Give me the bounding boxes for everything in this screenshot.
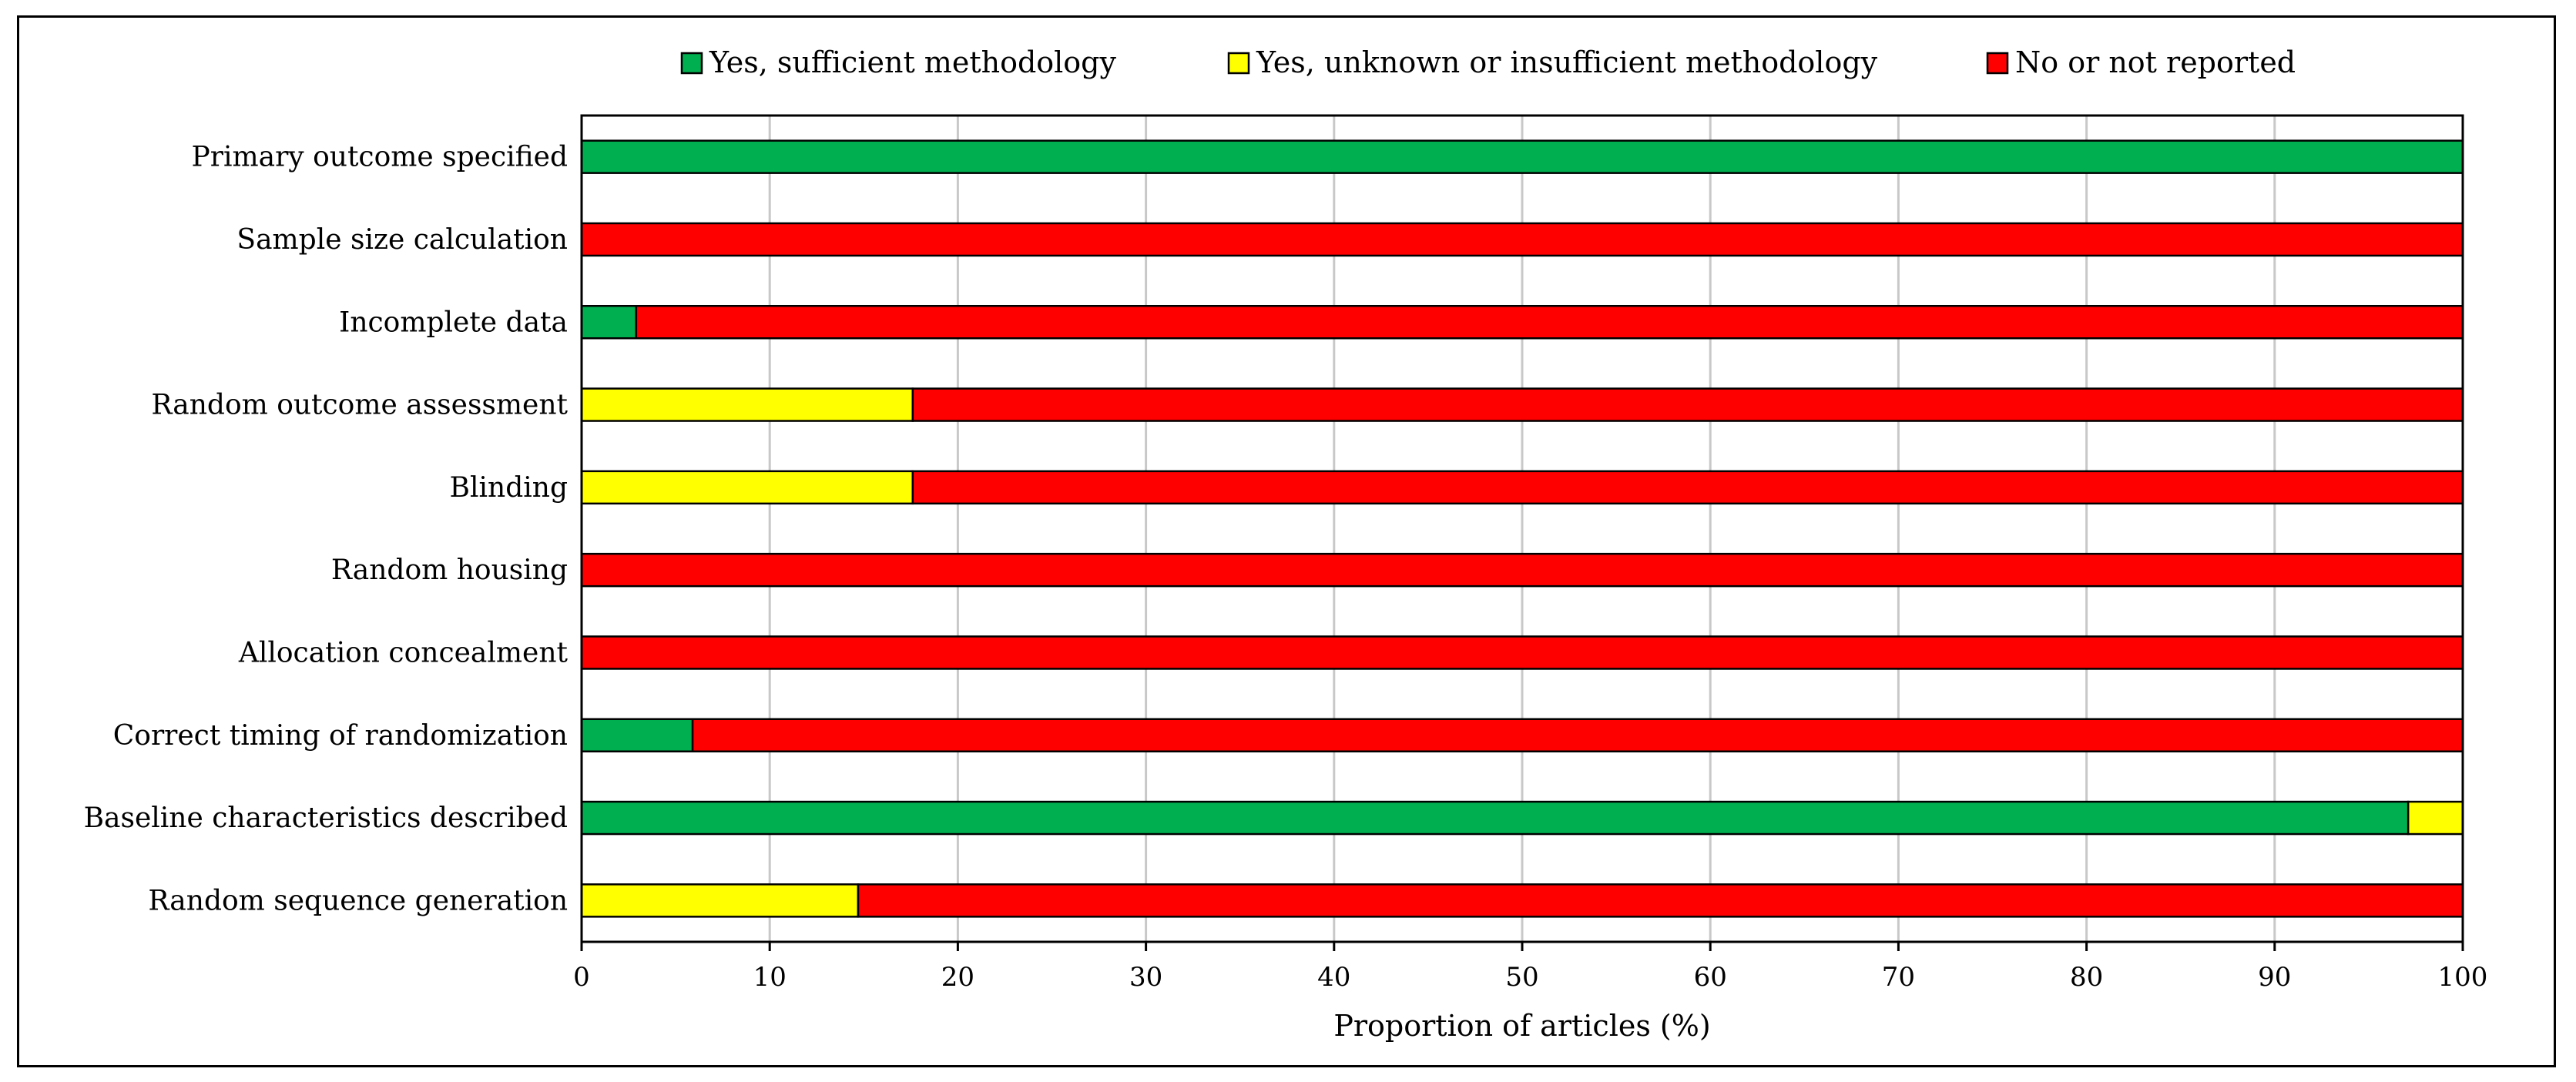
bar-segment-0-0 bbox=[580, 139, 2464, 174]
category-label: Random housing bbox=[331, 554, 568, 586]
bar-segment-3-1 bbox=[580, 387, 914, 422]
x-tick-label: 40 bbox=[1317, 962, 1350, 993]
category-label: Sample size calculation bbox=[236, 224, 568, 256]
bar-segment-7-2 bbox=[691, 718, 2464, 752]
legend-label-1: Yes, unknown or insufficient methodology bbox=[1256, 45, 1878, 79]
x-tick-label: 10 bbox=[753, 962, 787, 993]
bar-segment-8-0 bbox=[580, 800, 2410, 836]
x-axis-title: Proportion of articles (%) bbox=[1333, 1009, 1710, 1043]
bar-segment-4-1 bbox=[580, 470, 914, 505]
legend: Yes, sufficient methodology Yes, unknown … bbox=[680, 45, 2296, 79]
category-label: Random outcome assessment bbox=[151, 390, 568, 421]
category-label: Correct timing of randomization bbox=[113, 720, 568, 752]
x-tick-label: 0 bbox=[573, 962, 590, 993]
legend-label-2: No or not reported bbox=[2015, 45, 2296, 79]
x-tick-label: 70 bbox=[1882, 962, 1915, 993]
category-labels: Primary outcome specified Sample size cal… bbox=[84, 142, 569, 917]
bar-segment-1-2 bbox=[580, 222, 2464, 257]
category-label: Allocation concealment bbox=[238, 637, 569, 668]
x-tick-label: 90 bbox=[2258, 962, 2291, 993]
bar-segment-9-1 bbox=[580, 883, 860, 918]
bar-segment-4-2 bbox=[911, 470, 2464, 505]
x-tick-label: 20 bbox=[941, 962, 974, 993]
bar-segment-2-2 bbox=[635, 305, 2464, 340]
x-tick-label: 100 bbox=[2438, 962, 2488, 993]
x-tick-label: 50 bbox=[1505, 962, 1538, 993]
category-label: Baseline characteristics described bbox=[84, 802, 568, 834]
bar-segment-9-2 bbox=[857, 883, 2464, 918]
bar-segment-8-1 bbox=[2407, 800, 2464, 836]
bar-segment-7-0 bbox=[580, 718, 694, 752]
stacked-bar-chart: Primary outcome specified Sample size cal… bbox=[84, 45, 2488, 1043]
category-label: Blinding bbox=[450, 472, 568, 504]
legend-swatch-0 bbox=[680, 52, 703, 75]
chart-frame: Primary outcome specified Sample size cal… bbox=[17, 15, 2556, 1067]
bar-segment-3-2 bbox=[911, 387, 2464, 422]
category-label: Primary outcome specified bbox=[192, 142, 568, 173]
legend-swatch-2 bbox=[1986, 52, 2009, 75]
axes bbox=[580, 114, 2464, 951]
x-tick-label: 60 bbox=[1694, 962, 1727, 993]
legend-swatch-1 bbox=[1227, 52, 1250, 75]
x-tick-label: 80 bbox=[2070, 962, 2103, 993]
x-tick-labels: 0 10 20 30 40 50 60 70 80 90 100 bbox=[573, 962, 2487, 993]
bar-segment-6-2 bbox=[580, 635, 2464, 670]
category-label: Random sequence generation bbox=[148, 885, 568, 916]
bar-segment-2-0 bbox=[580, 305, 638, 340]
category-label: Incomplete data bbox=[339, 307, 568, 338]
legend-label-0: Yes, sufficient methodology bbox=[709, 45, 1117, 79]
x-tick-label: 30 bbox=[1129, 962, 1162, 993]
bar-segment-5-2 bbox=[580, 552, 2464, 588]
